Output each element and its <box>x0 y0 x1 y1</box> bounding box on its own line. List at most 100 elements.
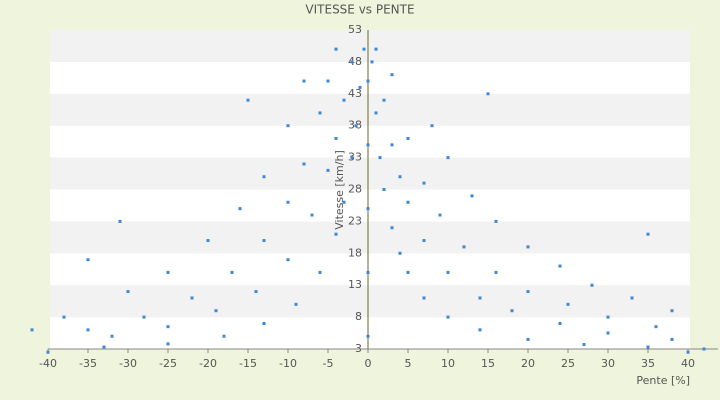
point <box>606 331 610 335</box>
point <box>590 283 594 287</box>
grid-band <box>50 61 690 94</box>
point <box>630 296 634 300</box>
y-tick-label: 28 <box>348 183 362 196</box>
y-tick-label: 23 <box>348 214 362 227</box>
point <box>62 315 66 319</box>
x-tick-label: 0 <box>365 357 372 370</box>
x-tick-label: -40 <box>39 357 57 370</box>
chart-title: VITESSE vs PENTE <box>305 3 414 17</box>
point <box>366 334 370 338</box>
point <box>366 270 370 274</box>
point <box>366 143 370 147</box>
point <box>286 124 290 128</box>
grid-band <box>50 253 690 286</box>
point <box>302 162 306 166</box>
point <box>46 350 50 354</box>
grid-band <box>50 125 690 158</box>
y-tick-label: 43 <box>348 87 362 100</box>
point <box>110 334 114 338</box>
point <box>262 239 266 243</box>
point <box>378 156 382 160</box>
point <box>670 309 674 313</box>
point <box>142 315 146 319</box>
point <box>486 92 490 96</box>
point <box>366 207 370 211</box>
point <box>230 270 234 274</box>
point <box>118 219 122 223</box>
point <box>166 325 170 329</box>
x-axis-label: Pente [%] <box>636 374 690 387</box>
point <box>510 309 514 313</box>
point <box>302 79 306 83</box>
point <box>390 143 394 147</box>
point <box>478 328 482 332</box>
point <box>334 136 338 140</box>
point <box>374 47 378 51</box>
point <box>342 98 346 102</box>
grid-band <box>50 317 690 349</box>
y-tick-label: 48 <box>348 55 362 68</box>
point <box>462 245 466 249</box>
point <box>126 290 130 294</box>
point <box>262 321 266 325</box>
point <box>350 60 354 64</box>
point <box>654 325 658 329</box>
point <box>526 245 530 249</box>
point <box>446 156 450 160</box>
point <box>646 345 650 349</box>
grid-band <box>50 189 690 222</box>
point <box>318 111 322 115</box>
point <box>470 194 474 198</box>
point <box>362 47 366 51</box>
point <box>478 296 482 300</box>
point <box>334 47 338 51</box>
point <box>390 73 394 77</box>
y-tick-label: 13 <box>348 278 362 291</box>
x-tick-label: 20 <box>521 357 535 370</box>
x-tick-label: -15 <box>239 357 257 370</box>
x-tick-label: 35 <box>641 357 655 370</box>
point <box>702 347 706 351</box>
x-tick-label: 10 <box>441 357 455 370</box>
point <box>166 342 170 346</box>
point <box>86 328 90 332</box>
point <box>382 98 386 102</box>
point <box>406 136 410 140</box>
point <box>358 85 362 89</box>
point <box>526 290 530 294</box>
x-tick-label: -20 <box>199 357 217 370</box>
grid-band <box>50 157 690 190</box>
point <box>206 239 210 243</box>
grid-band <box>50 285 690 318</box>
grid-band <box>50 93 690 126</box>
point <box>494 219 498 223</box>
y-tick-label: 8 <box>355 310 362 323</box>
point <box>30 328 34 332</box>
point <box>326 168 330 172</box>
point <box>286 258 290 262</box>
x-tick-label: 5 <box>405 357 412 370</box>
point <box>422 296 426 300</box>
point <box>294 302 298 306</box>
x-tick-label: -30 <box>119 357 137 370</box>
x-tick-label: 25 <box>561 357 575 370</box>
point <box>354 124 358 128</box>
point <box>558 321 562 325</box>
point <box>438 213 442 217</box>
point <box>318 270 322 274</box>
point <box>446 270 450 274</box>
point <box>262 175 266 179</box>
x-tick-label: -5 <box>323 357 334 370</box>
point <box>366 79 370 83</box>
point <box>406 200 410 204</box>
point <box>606 315 610 319</box>
point <box>102 345 106 349</box>
point <box>350 156 354 160</box>
point <box>446 315 450 319</box>
point <box>398 175 402 179</box>
point <box>582 343 586 347</box>
point <box>238 207 242 211</box>
point <box>370 60 374 64</box>
point <box>86 258 90 262</box>
